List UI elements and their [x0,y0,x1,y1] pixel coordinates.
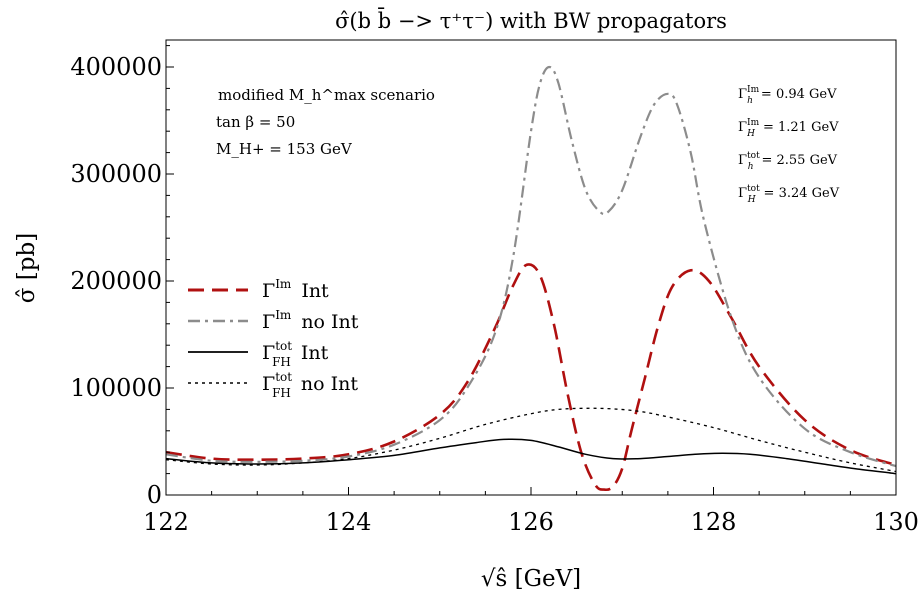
legend-label: ΓIm Int [262,277,329,302]
annotation-scenario: modified M_h^max scenario [218,86,435,104]
series-line-2 [165,65,897,468]
x-tick-label: 122 [143,508,189,536]
legend-label: ΓIm no Int [262,308,359,333]
width-label: Γtot h = 2.55 GeV [738,151,838,172]
y-tick-label: 100000 [70,374,162,402]
width-label: Γtot H = 3.24 GeV [738,184,840,205]
annotation-tanbeta: tan β = 50 [216,113,295,131]
y-tick-label: 0 [147,481,162,509]
x-axis-label: √ŝ [GeV] [481,566,581,592]
legend-label: Γtot FH no Int [262,370,358,400]
y-axis: 0 100000 200000 300000 400000 [70,45,174,509]
x-axis: 122 124 126 128 130 [143,487,919,536]
annotation-mass: M_H+ = 153 GeV [216,140,353,158]
y-tick-label: 400000 [70,53,162,81]
width-label: ΓIm h = 0.94 GeV [738,85,837,106]
y-tick-label: 300000 [70,160,162,188]
width-annotations: ΓIm h = 0.94 GeV ΓIm H = 1.21 GeV Γtot h = 2.55 … [738,85,840,205]
series-line-3 [165,438,897,475]
series-line-4 [165,407,897,473]
plot-frame [165,39,897,496]
chart-title: σ̂(b b̄ −> τ⁺τ⁻) with BW propagators [335,7,727,33]
y-axis-label: σ̂ [pb] [14,233,40,303]
x-tick-label: 128 [691,508,737,536]
series-line-1 [165,263,897,492]
series-group [165,65,897,492]
width-label: ΓIm H = 1.21 GeV [738,118,839,139]
x-tick-label: 124 [326,508,372,536]
x-tick-label: 130 [873,508,919,536]
x-tick-label: 126 [508,508,554,536]
legend-label: Γtot FH Int [262,339,329,369]
y-tick-label: 200000 [70,267,162,295]
